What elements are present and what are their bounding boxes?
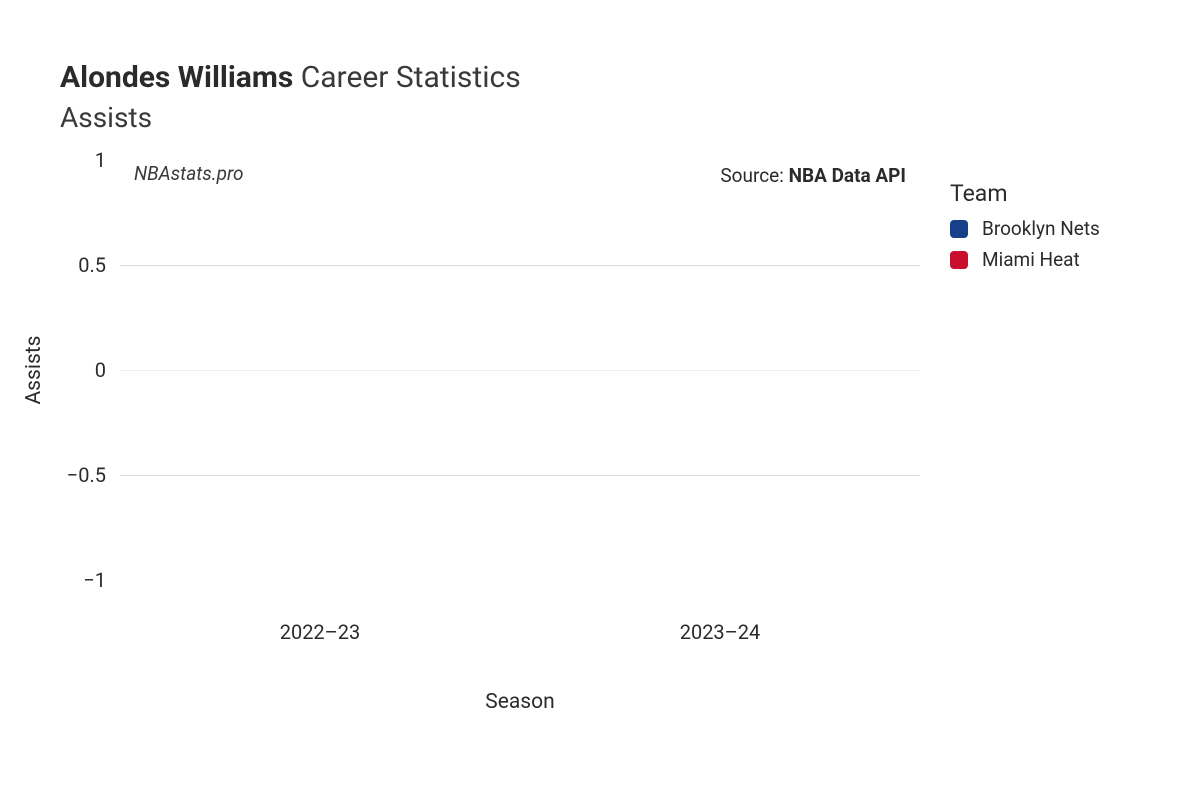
ytick-label: −1 (83, 568, 106, 592)
legend-item: Brooklyn Nets (950, 217, 1100, 240)
source-name: NBA Data API (789, 164, 906, 187)
legend: Team Brooklyn Nets Miami Heat (950, 180, 1100, 279)
gridline (120, 370, 920, 371)
y-axis-title: Assists (22, 335, 46, 404)
title-bold: Alondes Williams (60, 60, 293, 95)
gridline (120, 475, 920, 476)
xtick-label: 2023–24 (680, 620, 761, 644)
legend-label: Brooklyn Nets (982, 217, 1100, 240)
gridline (120, 265, 920, 266)
gridline (120, 160, 920, 161)
ytick-label: 0.5 (78, 253, 106, 277)
ytick-label: 0 (95, 358, 106, 382)
ytick-label: 1 (95, 148, 106, 172)
source-prefix: Source: (720, 164, 788, 187)
xtick-label: 2022–23 (280, 620, 361, 644)
legend-item: Miami Heat (950, 248, 1100, 271)
watermark-text: NBAstats.pro (134, 162, 244, 185)
ytick-label: −0.5 (67, 463, 106, 487)
chart-title: Alondes Williams Career Statistics (60, 60, 521, 95)
chart-container: Alondes Williams Career Statistics Assis… (0, 0, 1200, 800)
legend-swatch (950, 220, 968, 238)
title-block: Alondes Williams Career Statistics Assis… (60, 60, 521, 134)
legend-title: Team (950, 180, 1100, 207)
plot-area: NBAstats.pro Source: NBA Data API −1−0.5… (120, 160, 920, 580)
title-light: Career Statistics (293, 60, 520, 95)
legend-swatch (950, 251, 968, 269)
legend-label: Miami Heat (982, 248, 1080, 271)
source-text: Source: NBA Data API (720, 164, 906, 187)
gridline (120, 580, 920, 581)
chart-subtitle: Assists (60, 101, 521, 134)
x-axis-title: Season (485, 690, 554, 714)
